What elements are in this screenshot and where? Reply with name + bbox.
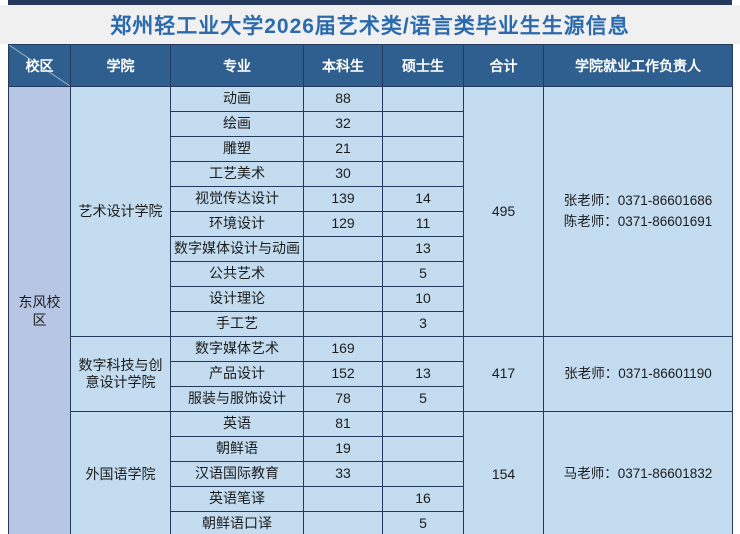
master-count-cell: 5: [382, 511, 464, 534]
table-body: 东风校区 艺术设计学院 动画 88 495 张老师：0371-86601686 陈老师：03…: [8, 86, 733, 534]
undergrad-count-cell: 88: [303, 86, 383, 112]
undergrad-count-cell: [303, 261, 383, 287]
master-count-cell: 3: [382, 311, 464, 337]
header-row: 校区 学院 专业 本科生 硕士生 合计 学院就业工作负责人: [8, 44, 733, 87]
table-row: 设计理论 10: [9, 286, 733, 312]
header-contact: 学院就业工作负责人: [543, 44, 733, 87]
table-row: 手工艺 3: [9, 311, 733, 337]
undergrad-count-cell: 21: [303, 136, 383, 162]
master-count-cell: [382, 436, 464, 462]
table-top-border: [8, 0, 732, 5]
header-undergrad: 本科生: [303, 44, 383, 87]
major-cell: 视觉传达设计: [170, 186, 304, 212]
major-cell: 雕塑: [170, 136, 304, 162]
contact-line: 陈老师：0371-86601691: [563, 213, 713, 229]
master-count-cell: [382, 161, 464, 187]
master-count-cell: [382, 86, 464, 112]
title-band: 郑州轻工业大学2026届艺术类/语言类毕业生生源信息: [0, 5, 740, 44]
table-row: 工艺美术 30: [9, 161, 733, 187]
master-count-cell: 13: [382, 361, 464, 387]
undergrad-count-cell: [303, 286, 383, 312]
master-count-cell: [382, 111, 464, 137]
major-cell: 产品设计: [170, 361, 304, 387]
table-row: 公共艺术 5: [9, 261, 733, 287]
undergrad-count-cell: 139: [303, 186, 383, 212]
major-cell: 设计理论: [170, 286, 304, 312]
master-count-cell: [382, 336, 464, 362]
major-cell: 环境设计: [170, 211, 304, 237]
master-count-cell: 11: [382, 211, 464, 237]
header-campus: 校区: [8, 44, 71, 87]
master-count-cell: 10: [382, 286, 464, 312]
master-count-cell: 5: [382, 261, 464, 287]
master-count-cell: 5: [382, 386, 464, 412]
total-cell: 154: [463, 411, 544, 534]
master-count-cell: 16: [382, 486, 464, 512]
table-row: 外国语学院 英语 81 154 马老师：0371-86601832: [9, 411, 733, 534]
master-count-cell: [382, 411, 464, 437]
college-cell: 数字科技与创意设计学院: [70, 336, 171, 412]
header-total: 合计: [463, 44, 544, 87]
college-cell: 艺术设计学院: [70, 86, 171, 337]
major-cell: 朝鲜语: [170, 436, 304, 462]
table-row: 英语笔译 16: [9, 486, 733, 512]
undergrad-count-cell: 129: [303, 211, 383, 237]
table-row: 产品设计 152 13: [9, 361, 733, 387]
undergrad-count-cell: [303, 511, 383, 534]
undergrad-count-cell: 19: [303, 436, 383, 462]
major-cell: 英语笔译: [170, 486, 304, 512]
undergrad-count-cell: 152: [303, 361, 383, 387]
major-cell: 动画: [170, 86, 304, 112]
header-major: 专业: [170, 44, 304, 87]
contact-line: 张老师：0371-86601686: [563, 193, 713, 209]
undergrad-count-cell: 30: [303, 161, 383, 187]
table-row: 朝鲜语口译 5: [9, 511, 733, 534]
contact-line: 张老师：0371-86601190: [564, 365, 712, 381]
major-cell: 公共艺术: [170, 261, 304, 287]
undergrad-count-cell: 169: [303, 336, 383, 362]
table-row: 数字科技与创意设计学院 数字媒体艺术 169 417 张老师：0371-86601190: [9, 336, 733, 412]
contact-cell: 张老师：0371-86601686 陈老师：0371-86601691: [543, 86, 733, 337]
master-count-cell: 14: [382, 186, 464, 212]
major-cell: 手工艺: [170, 311, 304, 337]
table-row: 环境设计 129 11: [9, 211, 733, 237]
campus-cell: 东风校区: [8, 86, 71, 534]
table-row: 视觉传达设计 139 14: [9, 186, 733, 212]
undergrad-count-cell: [303, 311, 383, 337]
total-cell: 495: [463, 86, 544, 337]
total-cell: 417: [463, 336, 544, 412]
undergrad-count-cell: 78: [303, 386, 383, 412]
table-row: 东风校区 艺术设计学院 动画 88 495 张老师：0371-86601686 陈老师：03…: [8, 86, 733, 534]
table-row: 数字媒体设计与动画 13: [9, 236, 733, 262]
master-count-cell: [382, 461, 464, 487]
major-cell: 数字媒体设计与动画: [170, 236, 304, 262]
undergrad-count-cell: 33: [303, 461, 383, 487]
college-cell: 外国语学院: [70, 411, 171, 534]
major-cell: 服装与服饰设计: [170, 386, 304, 412]
header-college: 学院: [70, 44, 171, 87]
undergrad-count-cell: [303, 236, 383, 262]
page-title: 郑州轻工业大学2026届艺术类/语言类毕业生生源信息: [110, 14, 630, 38]
diagonal-line: [9, 45, 70, 86]
master-count-cell: 13: [382, 236, 464, 262]
table-row: 汉语国际教育 33: [9, 461, 733, 487]
undergrad-count-cell: [303, 486, 383, 512]
master-count-cell: [382, 136, 464, 162]
contact-line: 马老师：0371-86601832: [563, 466, 713, 482]
graduates-source-table: 校区 学院 专业 本科生 硕士生 合计 学院就业工作负责人 东风校区 艺术设计学院…: [8, 44, 733, 534]
major-cell: 工艺美术: [170, 161, 304, 187]
contact-cell: 张老师：0371-86601190: [543, 336, 733, 412]
header-master: 硕士生: [382, 44, 464, 87]
contact-cell: 马老师：0371-86601832: [543, 411, 733, 534]
header-campus-label: 校区: [25, 57, 54, 74]
major-cell: 绘画: [170, 111, 304, 137]
undergrad-count-cell: 81: [303, 411, 383, 437]
undergrad-count-cell: 32: [303, 111, 383, 137]
major-cell: 数字媒体艺术: [170, 336, 304, 362]
major-cell: 汉语国际教育: [170, 461, 304, 487]
major-cell: 朝鲜语口译: [170, 511, 304, 534]
major-cell: 英语: [170, 411, 304, 437]
